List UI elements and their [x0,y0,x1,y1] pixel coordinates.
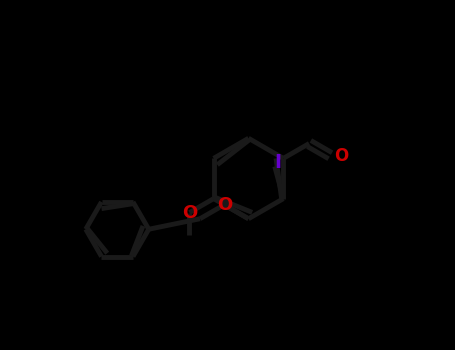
Text: O: O [334,147,348,165]
Text: O: O [217,196,232,214]
Text: O: O [182,204,197,222]
Text: I: I [275,153,282,172]
